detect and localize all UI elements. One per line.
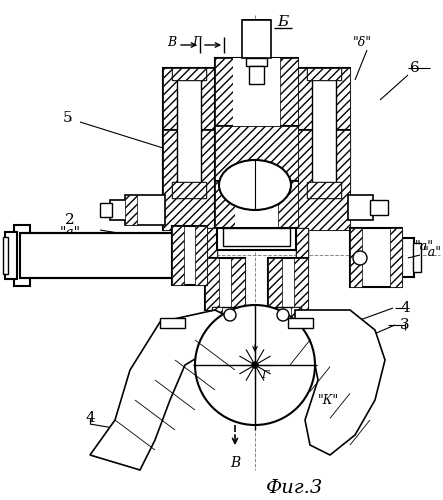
Bar bbox=[350, 228, 362, 287]
Text: Фиг.3: Фиг.3 bbox=[266, 479, 324, 497]
Bar bbox=[278, 181, 298, 231]
Bar bbox=[215, 181, 235, 231]
Bar bbox=[125, 195, 165, 225]
Bar bbox=[172, 226, 207, 285]
Text: 4: 4 bbox=[85, 411, 95, 425]
Bar bbox=[215, 58, 233, 126]
Bar bbox=[205, 228, 217, 258]
Text: 6: 6 bbox=[410, 61, 420, 75]
Bar bbox=[172, 68, 206, 80]
Bar bbox=[172, 182, 206, 198]
Bar bbox=[125, 195, 137, 225]
Bar bbox=[288, 318, 313, 328]
Text: "a": "a" bbox=[423, 246, 442, 258]
Bar bbox=[350, 228, 402, 287]
Bar bbox=[348, 195, 373, 220]
Text: "К": "К" bbox=[318, 394, 339, 406]
Bar bbox=[172, 68, 206, 80]
Bar bbox=[177, 78, 201, 188]
Ellipse shape bbox=[219, 160, 291, 210]
Bar bbox=[242, 20, 271, 58]
Bar bbox=[163, 68, 177, 198]
Text: 2: 2 bbox=[65, 213, 75, 227]
Bar bbox=[163, 130, 215, 230]
Bar bbox=[402, 238, 414, 277]
Bar bbox=[249, 66, 264, 84]
Bar bbox=[110, 200, 128, 220]
Bar bbox=[307, 68, 341, 80]
Bar bbox=[298, 130, 350, 230]
Bar bbox=[172, 226, 184, 285]
Text: 5: 5 bbox=[63, 111, 73, 125]
Text: Г: Г bbox=[261, 370, 269, 380]
Bar bbox=[280, 58, 298, 126]
Bar bbox=[215, 181, 298, 231]
Bar bbox=[268, 258, 308, 310]
Circle shape bbox=[353, 251, 367, 265]
Bar bbox=[307, 68, 341, 80]
Bar bbox=[296, 228, 308, 258]
Bar bbox=[201, 68, 215, 198]
Bar bbox=[14, 225, 30, 286]
Bar bbox=[413, 243, 421, 272]
Circle shape bbox=[252, 362, 258, 368]
Text: В: В bbox=[230, 456, 240, 470]
Bar bbox=[235, 181, 278, 231]
Bar bbox=[5, 232, 17, 279]
Bar bbox=[205, 258, 245, 310]
Bar bbox=[246, 58, 267, 66]
Bar bbox=[163, 68, 215, 198]
Bar bbox=[223, 228, 290, 246]
Bar bbox=[195, 226, 207, 285]
Circle shape bbox=[195, 305, 315, 425]
Circle shape bbox=[224, 309, 236, 321]
Text: В: В bbox=[167, 36, 176, 50]
Text: "a": "a" bbox=[415, 240, 434, 252]
Bar bbox=[215, 126, 298, 181]
Bar bbox=[172, 182, 206, 198]
Bar bbox=[100, 203, 112, 217]
Bar bbox=[307, 182, 341, 198]
Bar bbox=[336, 68, 350, 198]
Bar bbox=[215, 126, 298, 181]
Bar bbox=[390, 228, 402, 287]
Bar bbox=[294, 258, 308, 310]
Bar bbox=[163, 130, 215, 230]
Bar bbox=[3, 237, 8, 274]
Bar bbox=[217, 228, 296, 250]
Circle shape bbox=[277, 309, 289, 321]
Polygon shape bbox=[90, 310, 235, 470]
Bar bbox=[212, 307, 222, 322]
Bar bbox=[370, 200, 388, 215]
Text: "δ": "δ" bbox=[353, 36, 372, 49]
Bar bbox=[307, 182, 341, 198]
Bar bbox=[212, 307, 238, 322]
Polygon shape bbox=[295, 310, 385, 455]
Text: Б: Б bbox=[277, 15, 289, 29]
Text: 3: 3 bbox=[400, 318, 410, 332]
Bar bbox=[205, 258, 219, 310]
Bar bbox=[20, 233, 180, 278]
Bar bbox=[205, 228, 217, 258]
Bar bbox=[298, 68, 312, 198]
Bar bbox=[177, 68, 201, 198]
Bar bbox=[312, 68, 336, 198]
Bar bbox=[215, 58, 298, 126]
Bar bbox=[298, 68, 350, 198]
Bar bbox=[298, 130, 350, 230]
Bar bbox=[231, 258, 245, 310]
Text: 4: 4 bbox=[400, 301, 410, 315]
Bar bbox=[291, 307, 301, 322]
Bar bbox=[160, 318, 185, 328]
Bar bbox=[275, 307, 301, 322]
Bar bbox=[312, 78, 336, 188]
Bar bbox=[233, 58, 280, 126]
Bar bbox=[268, 258, 282, 310]
Bar bbox=[296, 228, 308, 258]
Text: "a": "a" bbox=[59, 226, 81, 240]
Text: Г: Г bbox=[192, 36, 200, 50]
